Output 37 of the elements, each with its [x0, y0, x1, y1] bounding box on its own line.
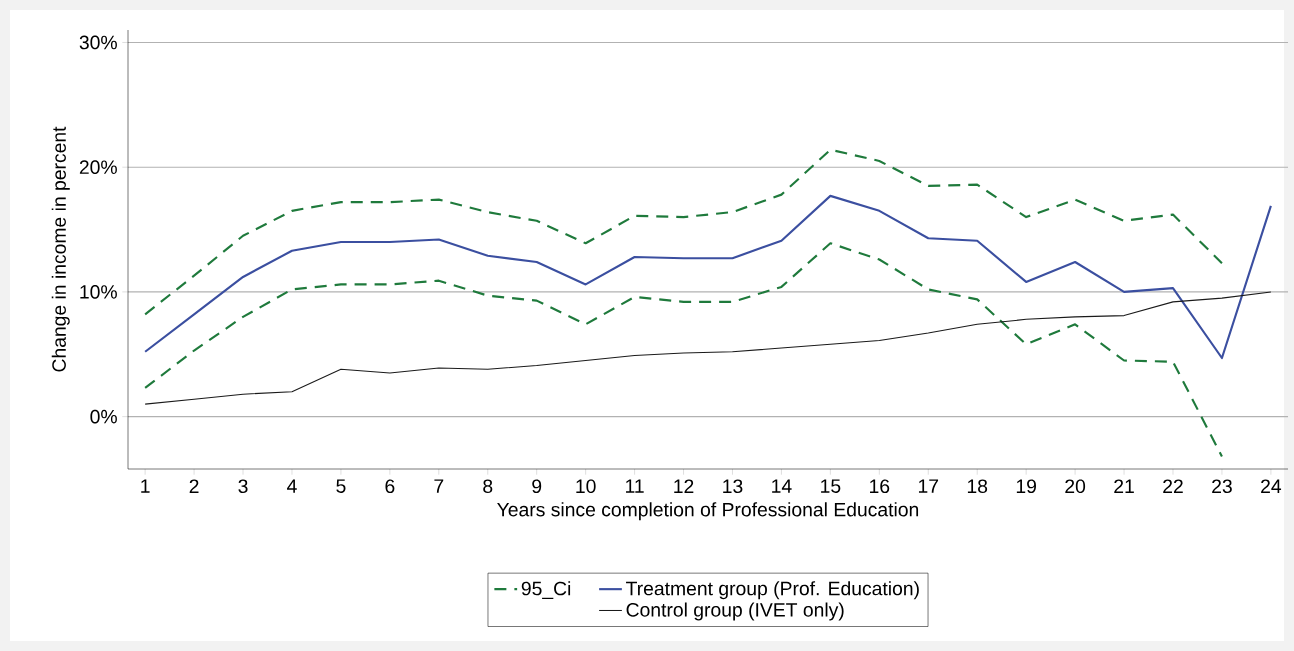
x-tick-label: 2	[189, 479, 199, 493]
x-tick-label: 12	[674, 479, 694, 493]
x-tick-label: 17	[918, 479, 939, 493]
legend-label: 95_Ci	[521, 581, 571, 600]
x-tick-label: 4	[287, 479, 297, 493]
line-series	[144, 194, 1272, 360]
x-tick-label: 1	[141, 479, 150, 493]
x-tick-label: 21	[1114, 479, 1134, 493]
legend-label: Control group (IVET only)	[626, 602, 844, 621]
x-tick-label: 24	[1261, 479, 1282, 493]
x-tick-label: 11	[626, 479, 644, 493]
x-tick-label: 10	[576, 479, 596, 494]
y-axis-title: Change in income in percent	[51, 126, 70, 372]
x-tick-label: 22	[1163, 479, 1183, 493]
x-tick-label: 20	[1065, 479, 1086, 494]
line-series	[144, 148, 1224, 316]
y-tick-label: 20%	[79, 160, 117, 175]
x-tick-label: 5	[336, 479, 346, 493]
x-tick-label: 23	[1212, 479, 1232, 494]
y-tick-label: 0%	[90, 409, 117, 424]
x-axis-title: Years since completion of Professional Education	[497, 502, 919, 521]
x-tick-label: 3	[238, 479, 248, 494]
x-tick-label: 6	[385, 479, 395, 494]
x-tick-label: 9	[532, 479, 542, 494]
x-tick-label: 16	[870, 479, 890, 494]
x-tick-label: 8	[483, 479, 493, 494]
y-tick-label: 10%	[80, 285, 117, 299]
x-tick-label: 7	[434, 479, 444, 493]
y-tick-label: 30%	[79, 35, 117, 50]
legend-label: Treatment group (Prof. Education)	[626, 581, 919, 600]
x-tick-label: 18	[967, 479, 988, 494]
line-series	[144, 242, 1224, 458]
x-tick-label: 15	[821, 479, 841, 493]
x-tick-label: 14	[772, 479, 792, 493]
x-tick-label: 13	[723, 479, 743, 494]
x-tick-label: 19	[1016, 479, 1036, 494]
line-series	[144, 291, 1272, 405]
